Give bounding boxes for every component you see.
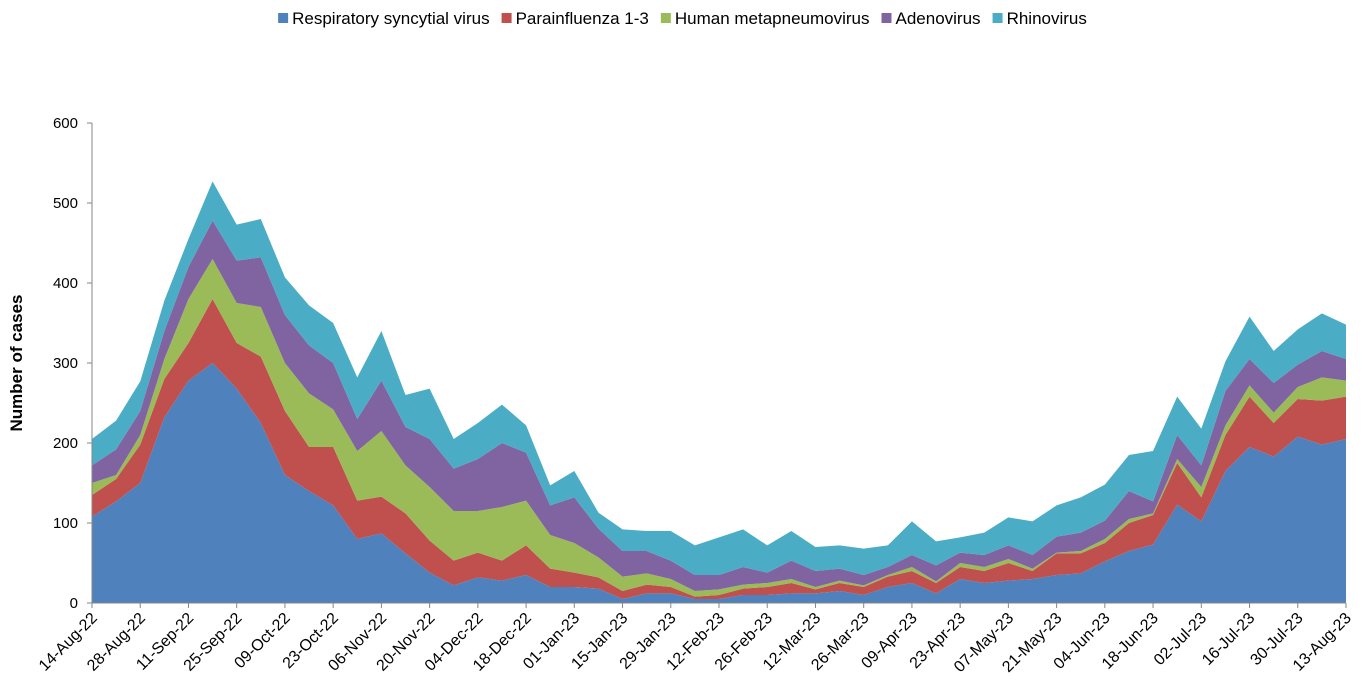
area [92,220,1346,591]
area [92,181,1346,575]
y-tick-label: 600 [53,115,78,132]
y-tick-label: 500 [53,195,78,212]
legend-item: Adenovirus [881,9,981,28]
legend-swatch [881,13,892,23]
legend-item: Respiratory syncytial virus [278,9,490,28]
plot-area [92,181,1346,603]
y-axis-label: Number of cases [7,295,26,432]
legend-swatch [278,13,289,23]
y-tick-label: 200 [53,435,78,452]
legend-swatch [501,13,512,23]
legend-label: Human metapneumovirus [675,9,870,28]
legend-swatch [992,13,1003,23]
area [92,363,1346,603]
legend-item: Human metapneumovirus [660,9,870,28]
area [92,259,1346,597]
legend-swatch [660,13,671,23]
y-tick-label: 300 [53,355,78,372]
legend-label: Parainfluenza 1-3 [516,9,649,28]
legend-label: Adenovirus [896,9,981,28]
legend-item: Rhinovirus [992,9,1087,28]
legend-label: Respiratory syncytial virus [292,9,489,28]
y-tick-label: 400 [53,275,78,292]
legend-label: Rhinovirus [1007,9,1087,28]
area [92,299,1346,599]
y-tick-label: 0 [70,595,78,612]
y-tick-label: 100 [53,515,78,532]
legend: Respiratory syncytial virus Parainfluenza… [278,9,1087,28]
legend-item: Parainfluenza 1-3 [501,9,649,28]
